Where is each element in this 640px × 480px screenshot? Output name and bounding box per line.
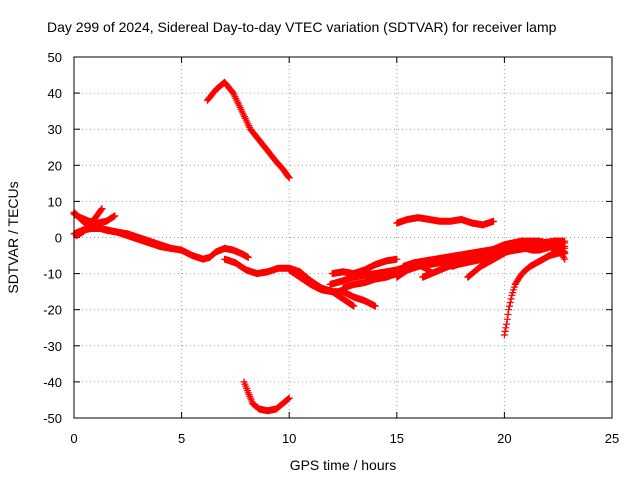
series-arc-5 <box>203 78 293 182</box>
x-tick-label: 25 <box>605 431 619 446</box>
data-points <box>70 78 569 415</box>
data-marker-arc-18 <box>500 248 569 339</box>
y-tick-label: -50 <box>43 411 62 426</box>
series-arc-19 <box>548 239 569 263</box>
y-tick-label: 20 <box>48 158 62 173</box>
grid <box>74 57 612 418</box>
y-tick-label: 30 <box>48 122 62 137</box>
x-tick-label: 0 <box>70 431 77 446</box>
y-axis-label: SDTVAR / TECUs <box>5 181 21 293</box>
plot-frame <box>73 56 613 419</box>
y-tick-label: 40 <box>48 86 62 101</box>
data-marker-arc-12 <box>393 214 498 229</box>
data-marker-arc-4 <box>72 205 106 240</box>
series-arc-4 <box>72 205 106 240</box>
data-marker-arc-19 <box>548 239 569 263</box>
y-tick-label: 10 <box>48 194 62 209</box>
y-tick-label: -20 <box>43 303 62 318</box>
x-tick-label: 10 <box>282 431 296 446</box>
y-tick-label: 50 <box>48 50 62 65</box>
series-arc-18 <box>500 248 569 339</box>
series-arc-7 <box>240 378 293 415</box>
x-tick-label: 15 <box>390 431 404 446</box>
y-tick-label: 0 <box>55 231 62 246</box>
series-arc-16 <box>449 237 569 270</box>
data-marker-arc-5 <box>203 78 293 182</box>
data-marker-arc-10 <box>328 255 401 278</box>
data-marker-arc-7 <box>240 378 293 415</box>
axis-ticks: 0 5 10 15 20 25 -50 -40 -30 -20 -10 0 10 20 30 40 50 <box>43 50 619 446</box>
data-marker-arc-16 <box>449 237 569 270</box>
series-arc-10 <box>328 255 401 278</box>
y-tick-label: -30 <box>43 339 62 354</box>
series-arc-12 <box>393 214 498 229</box>
x-tick-label: 20 <box>497 431 511 446</box>
chart-title: Day 299 of 2024, Sidereal Day-to-day VTE… <box>47 19 557 35</box>
data-marker-arc-8 <box>285 266 379 310</box>
x-tick-label: 5 <box>178 431 185 446</box>
y-tick-label: -10 <box>43 267 62 282</box>
y-tick-label: -40 <box>43 375 62 390</box>
series-arc-8 <box>285 266 379 310</box>
x-axis-label: GPS time / hours <box>290 457 397 473</box>
